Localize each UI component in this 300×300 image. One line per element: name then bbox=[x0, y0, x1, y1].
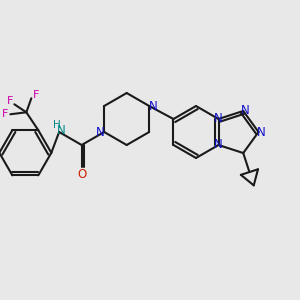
Text: N: N bbox=[241, 104, 250, 118]
Text: O: O bbox=[77, 168, 86, 181]
Text: N: N bbox=[149, 100, 158, 112]
Text: N: N bbox=[214, 112, 223, 125]
Text: H: H bbox=[53, 120, 61, 130]
Text: F: F bbox=[2, 109, 8, 119]
Text: F: F bbox=[7, 96, 14, 106]
Text: F: F bbox=[33, 90, 40, 100]
Text: N: N bbox=[214, 139, 223, 152]
Text: N: N bbox=[96, 125, 104, 139]
Text: N: N bbox=[257, 125, 266, 139]
Text: N: N bbox=[57, 124, 65, 137]
